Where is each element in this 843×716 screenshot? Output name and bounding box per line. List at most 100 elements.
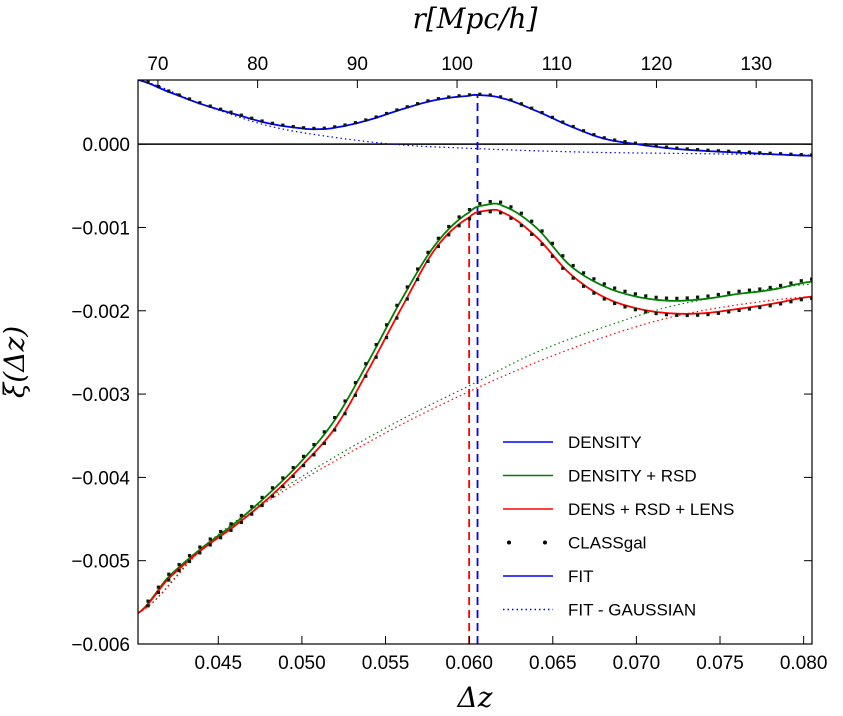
classgal-point: [343, 123, 347, 127]
classgal-point: [219, 536, 223, 540]
plot-frame: [137, 79, 813, 645]
classgal-point: [519, 223, 523, 228]
x-tick-label: 0.065: [529, 653, 577, 674]
classgal-point: [219, 107, 223, 111]
classgal-point: [706, 312, 710, 317]
classgal-point: [198, 101, 202, 105]
classgal-point: [260, 503, 264, 508]
x-tick-label: 0.045: [195, 653, 243, 674]
classgal-point: [498, 211, 503, 215]
classgal-point: [644, 310, 648, 314]
classgal-point: [540, 229, 544, 233]
classgal-point: [260, 495, 264, 500]
y-axis-title: ξ(Δz): [0, 326, 31, 398]
classgal-point: [561, 266, 565, 270]
classgal-point: [187, 559, 192, 564]
classgal-point: [778, 302, 783, 306]
classgal-point: [187, 97, 192, 101]
classgal-point: [250, 512, 254, 516]
classgal-point: [291, 124, 295, 129]
classgal-point: [467, 217, 472, 221]
classgal-point: [384, 336, 389, 340]
classgal-point: [810, 277, 812, 281]
classgal-point: [716, 149, 720, 153]
classgal-point: [768, 151, 772, 155]
y-tick-label: −0.004: [71, 468, 130, 489]
classgal-point: [353, 393, 358, 397]
classgal-point: [374, 355, 378, 359]
classgal-point: [198, 545, 202, 549]
classgal-point: [696, 148, 700, 152]
classgal-point: [488, 210, 492, 214]
classgal-point: [426, 250, 430, 254]
classgal-point: [364, 362, 368, 366]
classgal-point: [685, 296, 689, 300]
tick-labels-layer: 0.045 0.050 0.055 0.060 0.065 0.070 0.075 0.080…: [71, 54, 827, 674]
classgal-point: [623, 140, 627, 144]
classgal-point: [364, 118, 368, 122]
classgal-point: [333, 415, 337, 420]
classgal-point: [467, 207, 472, 212]
classgal-point: [602, 297, 606, 301]
classgal-point: [208, 104, 212, 108]
classgal-point: [664, 296, 669, 300]
classgal-point: [405, 105, 409, 109]
classgal-point: [467, 93, 472, 97]
classgal-point: [229, 110, 233, 114]
classgal-point: [498, 200, 503, 204]
classgal-point: [239, 513, 243, 518]
classgal-point: [353, 121, 358, 125]
classgal-point: [447, 233, 451, 237]
top-tick-label: 120: [641, 54, 673, 75]
x-tick-label: 0.055: [362, 653, 410, 674]
classgal-point: [436, 244, 440, 249]
legend-label: FIT: [568, 567, 594, 586]
classgal-point: [789, 281, 793, 285]
top-tick-label: 70: [147, 54, 168, 75]
classgal-point: [250, 116, 254, 120]
classgal-point: [364, 374, 368, 378]
classgal-point: [581, 129, 586, 133]
classgal-point: [478, 201, 482, 206]
classgal-point: [550, 254, 555, 258]
classgal-point: [239, 113, 243, 117]
classgal-point: [457, 224, 461, 228]
classgal-point: [281, 484, 285, 489]
classgal-point: [416, 277, 420, 282]
legend-label: CLASSgal: [568, 534, 646, 553]
classgal-point: [405, 285, 409, 289]
classgal-point: [384, 323, 389, 327]
classgal-point: [768, 304, 772, 308]
classgal-point: [177, 568, 181, 573]
classgal-point: [229, 522, 233, 526]
fit-gaussian-curve-0: [138, 80, 812, 156]
x-tick-label: 0.080: [780, 653, 828, 674]
classgal-point: [810, 296, 812, 300]
classgal-point: [395, 303, 399, 307]
classgal-point: [571, 276, 575, 280]
classgal-point: [592, 133, 596, 137]
classgal-point: [239, 520, 243, 525]
classgal-point: [395, 316, 399, 320]
classgal-point: [229, 528, 233, 532]
classgal-point: [322, 430, 326, 434]
classgal-point: [571, 263, 575, 268]
classgal-point: [592, 277, 596, 281]
classgal-point: [623, 305, 627, 309]
classgal-point: [633, 141, 637, 145]
classgal-point: [384, 111, 389, 116]
classgal-point: [281, 123, 285, 127]
classgal-point: [789, 152, 793, 156]
classgal-point: [799, 279, 803, 283]
classgal-point: [301, 454, 306, 458]
classgal-point: [488, 93, 492, 97]
classgal-point: [623, 289, 627, 293]
classgal-point: [540, 110, 544, 115]
classgal-point: [602, 136, 606, 140]
classgal-point: [322, 441, 326, 445]
classgal-point: [167, 572, 171, 576]
classgal-point: [291, 465, 295, 470]
legend: DENSITY DENSITY + RSD DENS + RSD + LENS CLA…: [503, 433, 734, 620]
classgal-point: [602, 282, 606, 286]
classgal-point: [333, 428, 337, 432]
